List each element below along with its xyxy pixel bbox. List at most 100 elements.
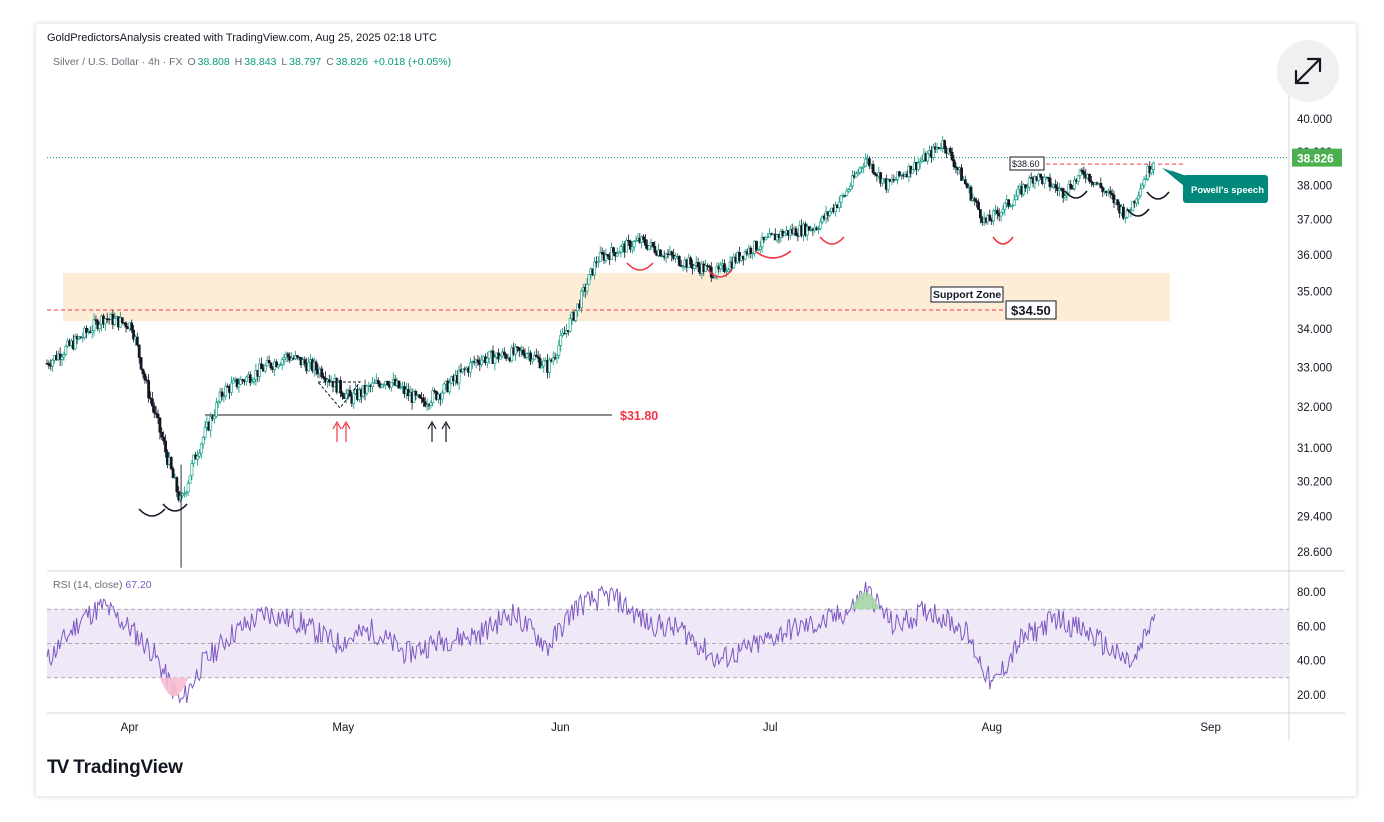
candle-body (724, 270, 728, 273)
bottom-marker (162, 503, 188, 512)
candle-body (898, 171, 901, 177)
candle-body (881, 178, 884, 184)
candle-body (532, 354, 536, 360)
candle-body (175, 477, 179, 493)
level-label-3450: $34.50 (1011, 303, 1051, 318)
candle-body (440, 392, 444, 400)
candle-body (1138, 188, 1142, 197)
candle-body (805, 226, 809, 236)
candle-body (692, 265, 696, 269)
candle-body (322, 376, 326, 379)
candle-body (625, 240, 629, 253)
support-zone-box (930, 286, 1004, 303)
candle-body (726, 269, 730, 272)
candle-body (1037, 173, 1041, 181)
candle-body (485, 358, 489, 363)
candle-body (847, 189, 851, 192)
candle-body (295, 355, 299, 358)
candle-body (190, 463, 194, 477)
candle-body (630, 246, 634, 250)
candle-body (864, 158, 867, 167)
candle-body (862, 165, 866, 168)
bottom-marker (992, 236, 1014, 245)
candle-body (689, 257, 692, 265)
candle-body (275, 361, 278, 368)
up-arrow (341, 420, 351, 430)
tradingview-brand: TV TradingView (47, 757, 183, 779)
candle-body (230, 382, 233, 393)
candle-body (764, 237, 768, 241)
candle-body (536, 356, 540, 359)
price-tick-label: 30.200 (1297, 477, 1332, 489)
candle-body (198, 452, 201, 457)
candle-body (179, 495, 183, 501)
candle-body (250, 381, 254, 384)
candle-body (598, 251, 602, 262)
candle-body (954, 166, 958, 168)
candle-body (634, 240, 638, 242)
candle-body (280, 359, 284, 365)
candle-body (376, 380, 380, 385)
candle-body (670, 251, 674, 256)
price-tick-label: 29.400 (1297, 511, 1332, 523)
candle-body (152, 405, 156, 414)
candle-body (931, 146, 935, 158)
candle-body (314, 361, 318, 370)
candle-body (92, 319, 96, 331)
legend-high-label: H (234, 56, 243, 68)
candle-body (975, 200, 979, 203)
candle-body (344, 393, 348, 399)
last-price-label: 38.826 (1297, 152, 1334, 166)
candle-body (627, 240, 630, 242)
rsi-tick-label: 20.00 (1297, 690, 1326, 702)
candle-body (493, 356, 497, 364)
candle-body (542, 360, 546, 367)
legend-close-label: C (326, 56, 334, 68)
candle-body (457, 369, 461, 384)
rsi-overbought-fill (851, 592, 880, 610)
candle-body (62, 354, 66, 358)
candle-body (58, 353, 62, 360)
expand-button[interactable] (1277, 40, 1339, 102)
price-tick-label: 38.000 (1297, 180, 1332, 192)
candle-body (768, 233, 772, 238)
candle-body (1108, 190, 1112, 194)
legend-open: 38.808 (197, 56, 230, 68)
time-tick-label: Apr (121, 722, 139, 734)
candle-body (758, 246, 762, 250)
candle-body (1150, 169, 1154, 174)
candle-body (819, 221, 822, 230)
time-tick-label: Jun (551, 722, 570, 734)
candle-body (1046, 176, 1050, 179)
candle-body (619, 246, 623, 253)
bottom-marker (819, 236, 845, 245)
candle-body (837, 201, 841, 208)
candle-body (352, 393, 356, 404)
candle-body (188, 475, 192, 484)
candle-body (307, 362, 310, 372)
candle-body (1112, 194, 1116, 204)
candle-body (124, 322, 128, 328)
candle-body (1054, 184, 1058, 188)
candle-body (679, 265, 683, 267)
symbol-legend: Silver / U.S. Dollar · 4h · FX O 38.808 H… (53, 56, 453, 68)
candle-body (538, 357, 542, 369)
candle-body (1078, 169, 1082, 176)
candle-body (1061, 188, 1065, 198)
candle-body (171, 468, 175, 479)
candle-body (64, 346, 68, 355)
bottom-marker (707, 269, 733, 278)
candle-body (60, 356, 64, 360)
candle-body (231, 380, 235, 384)
candle-body (1142, 179, 1146, 186)
candle-body (201, 437, 205, 445)
candle-body (1090, 180, 1093, 183)
price-tick-label: 32.000 (1297, 402, 1332, 414)
last-price-badge (1292, 148, 1342, 167)
candle-body (237, 384, 241, 388)
time-tick-label: May (332, 722, 354, 734)
candle-body (628, 240, 632, 250)
price-tick-label: 33.000 (1297, 362, 1332, 374)
candle-body (448, 382, 452, 393)
